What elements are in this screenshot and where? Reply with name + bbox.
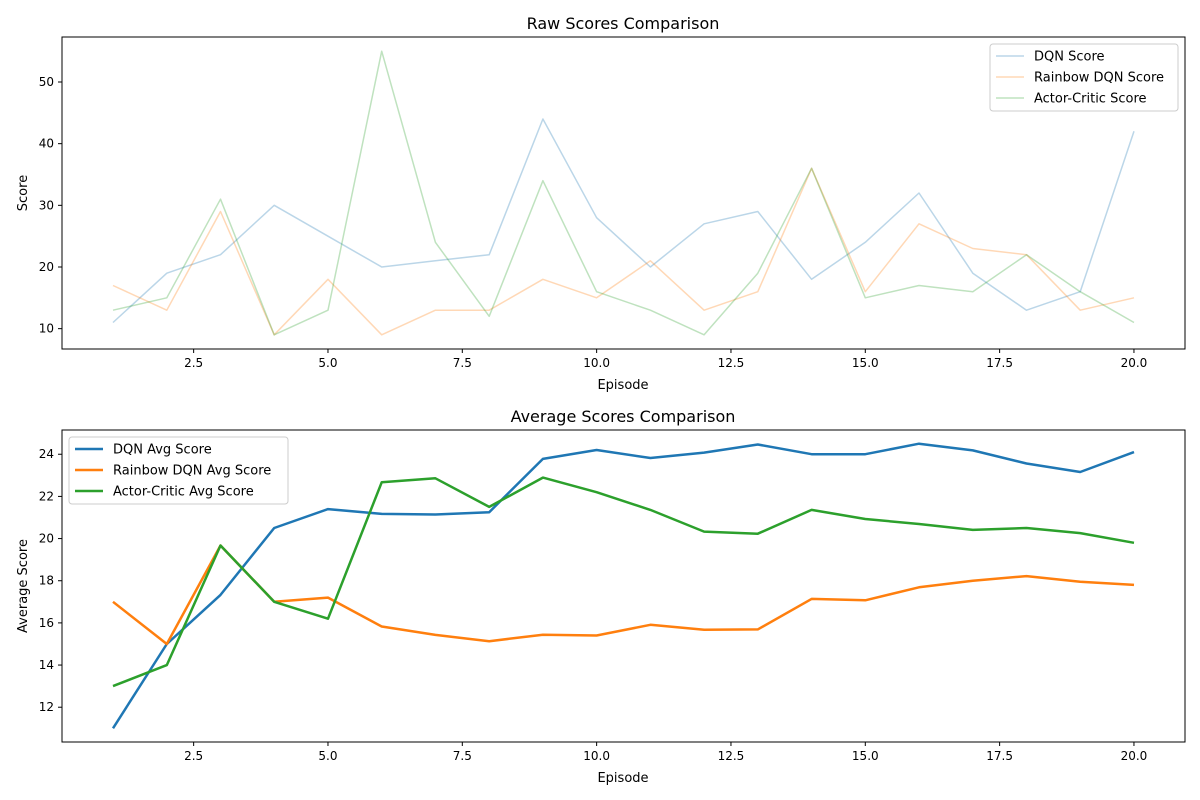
series-line-2 bbox=[112, 167, 1135, 336]
legend-entry: DQN Avg Score bbox=[113, 443, 212, 458]
axis-ticks: 2.5 5.0 7.5 10.0 12.5 15.0 17.5 20.0 12 14 16 18 20 2… bbox=[39, 447, 1148, 763]
x-tick-label: 12.5 bbox=[718, 749, 745, 763]
y-tick-label: 24 bbox=[39, 447, 54, 461]
y-tick-label: 10 bbox=[39, 322, 54, 336]
x-tick-label: 20.0 bbox=[1121, 356, 1148, 370]
y-tick-label: 22 bbox=[39, 489, 54, 503]
x-tick-label: 5.0 bbox=[318, 749, 337, 763]
legend: DQN Score Rainbow DQN Score Actor-Critic S… bbox=[989, 43, 1179, 112]
chart-title: Average Scores Comparison bbox=[511, 407, 736, 426]
axis-ticks: 2.5 5.0 7.5 10.0 12.5 15.0 17.5 20.0 10 20 30 40 50 bbox=[39, 75, 1148, 370]
y-tick-label: 14 bbox=[39, 658, 54, 672]
plot-frame bbox=[61, 36, 1186, 350]
x-tick-label: 20.0 bbox=[1121, 749, 1148, 763]
legend-box bbox=[68, 436, 289, 505]
x-tick-label: 15.0 bbox=[852, 356, 879, 370]
y-tick-label: 16 bbox=[39, 616, 54, 630]
series-line-3 bbox=[112, 50, 1135, 336]
y-tick-label: 50 bbox=[39, 75, 54, 89]
x-tick-label: 2.5 bbox=[184, 356, 203, 370]
chart-title: Raw Scores Comparison bbox=[527, 14, 720, 33]
x-tick-label: 7.5 bbox=[453, 356, 472, 370]
x-tick-label: 2.5 bbox=[184, 749, 203, 763]
y-tick-label: 20 bbox=[39, 260, 54, 274]
x-tick-label: 10.0 bbox=[583, 356, 610, 370]
legend-entry: DQN Score bbox=[1034, 50, 1105, 65]
y-tick-label: 18 bbox=[39, 574, 54, 588]
x-axis-label: Episode bbox=[597, 771, 648, 786]
x-tick-label: 17.5 bbox=[986, 356, 1013, 370]
legend: DQN Avg Score Rainbow DQN Avg Score Actor-… bbox=[68, 436, 289, 505]
legend-entry: Rainbow DQN Avg Score bbox=[113, 464, 271, 479]
legend-entry: Rainbow DQN Score bbox=[1034, 71, 1164, 86]
y-tick-label: 12 bbox=[39, 700, 54, 714]
series-line-1 bbox=[111, 442, 1135, 729]
x-tick-label: 7.5 bbox=[453, 749, 472, 763]
x-tick-label: 10.0 bbox=[583, 749, 610, 763]
average-scores-chart: Average Scores Comparison Episode Averag… bbox=[16, 407, 1186, 786]
x-tick-label: 15.0 bbox=[852, 749, 879, 763]
series-lines bbox=[111, 442, 1135, 729]
y-axis-label: Average Score bbox=[16, 539, 31, 633]
legend-entry: Actor-Critic Score bbox=[1034, 92, 1147, 107]
plot-frame bbox=[61, 429, 1186, 743]
y-tick-label: 40 bbox=[39, 137, 54, 151]
x-tick-label: 17.5 bbox=[986, 749, 1013, 763]
y-axis-label: Score bbox=[16, 175, 31, 211]
series-lines bbox=[112, 50, 1135, 336]
legend-box bbox=[989, 43, 1179, 112]
raw-scores-chart: Raw Scores Comparison Episode Score 2.5 5… bbox=[16, 14, 1186, 393]
series-line-3 bbox=[112, 476, 1135, 688]
y-tick-label: 30 bbox=[39, 198, 54, 212]
series-line-2 bbox=[112, 544, 1135, 646]
x-tick-label: 12.5 bbox=[718, 356, 745, 370]
x-tick-label: 5.0 bbox=[318, 356, 337, 370]
legend-entry: Actor-Critic Avg Score bbox=[113, 485, 254, 500]
y-tick-label: 20 bbox=[39, 532, 54, 546]
series-line-1 bbox=[112, 118, 1135, 324]
x-axis-label: Episode bbox=[597, 378, 648, 393]
